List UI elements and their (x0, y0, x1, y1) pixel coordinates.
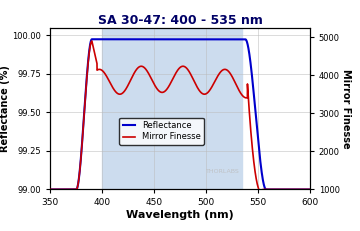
Legend: Reflectance, Mirror Finesse: Reflectance, Mirror Finesse (120, 118, 204, 145)
Text: THORLABS: THORLABS (206, 169, 240, 174)
Y-axis label: Reflectance (%): Reflectance (%) (0, 65, 10, 152)
Y-axis label: Mirror Finesse: Mirror Finesse (341, 69, 351, 148)
Bar (102, 28, 242, 189)
Title: SA 30-47: 400 - 535 nm: SA 30-47: 400 - 535 nm (98, 14, 262, 27)
X-axis label: Wavelength (nm): Wavelength (nm) (126, 210, 234, 220)
